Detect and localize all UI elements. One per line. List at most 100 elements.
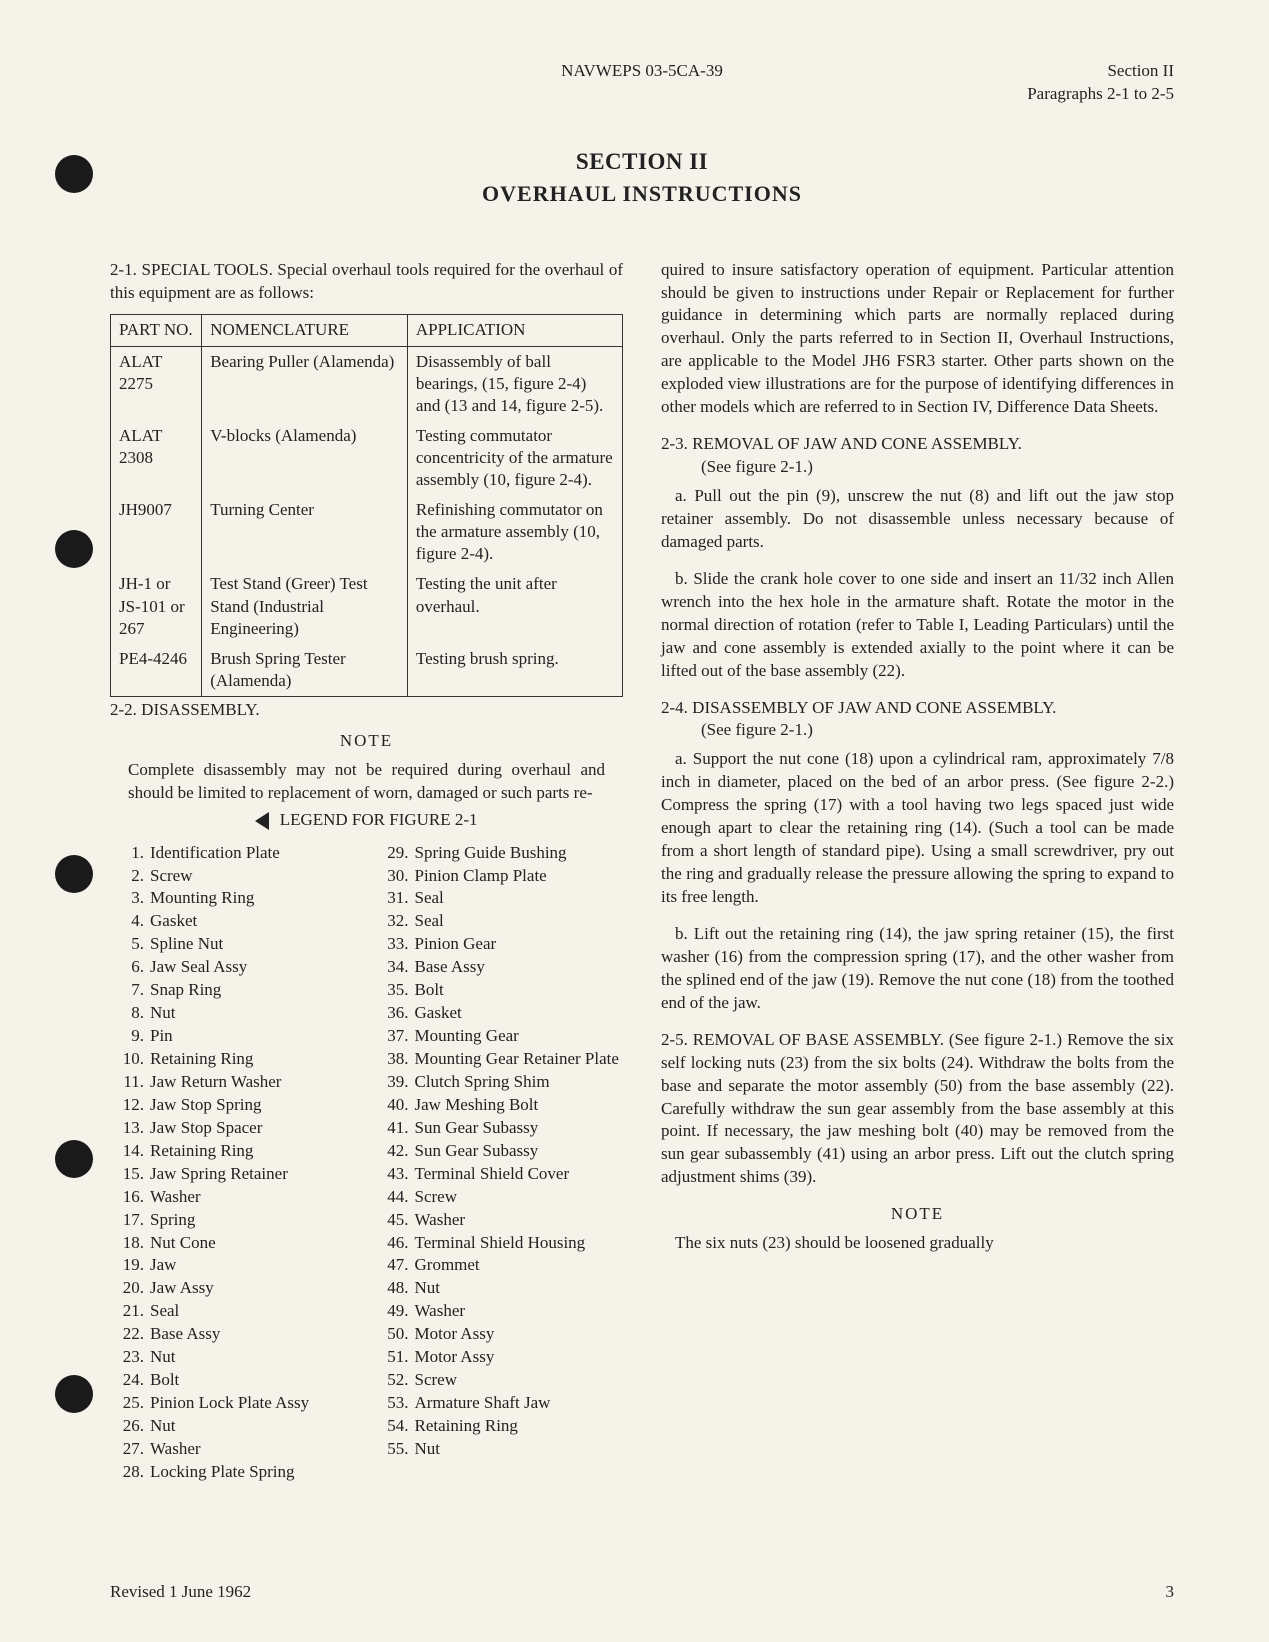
- legend-number: 51.: [375, 1346, 415, 1369]
- legend-number: 5.: [110, 933, 150, 956]
- legend-item: 31.Seal: [375, 887, 624, 910]
- legend-item: 11.Jaw Return Washer: [110, 1071, 359, 1094]
- legend: 1.Identification Plate2.Screw3.Mounting …: [110, 842, 623, 1484]
- table-cell: Testing the unit after overhaul.: [407, 569, 622, 643]
- step-2-4-b: b. Lift out the retaining ring (14), the…: [661, 923, 1174, 1015]
- legend-number: 10.: [110, 1048, 150, 1071]
- table-cell: V-blocks (Alamenda): [202, 421, 408, 495]
- legend-item: 36.Gasket: [375, 1002, 624, 1025]
- section-name: OVERHAUL INSTRUCTIONS: [110, 179, 1174, 209]
- legend-item: 10.Retaining Ring: [110, 1048, 359, 1071]
- legend-number: 9.: [110, 1025, 150, 1048]
- legend-item: 22.Base Assy: [110, 1323, 359, 1346]
- legend-number: 48.: [375, 1277, 415, 1300]
- legend-text: Jaw Assy: [150, 1277, 359, 1300]
- body-columns: 2-1. SPECIAL TOOLS. Special overhaul too…: [110, 259, 1174, 1484]
- legend-item: 35.Bolt: [375, 979, 624, 1002]
- legend-number: 46.: [375, 1232, 415, 1255]
- legend-text: Armature Shaft Jaw: [415, 1392, 624, 1415]
- legend-text: Jaw Seal Assy: [150, 956, 359, 979]
- legend-number: 44.: [375, 1186, 415, 1209]
- legend-number: 6.: [110, 956, 150, 979]
- legend-text: Retaining Ring: [415, 1415, 624, 1438]
- legend-text: Jaw: [150, 1254, 359, 1277]
- legend-item: 16.Washer: [110, 1186, 359, 1209]
- legend-item: 52.Screw: [375, 1369, 624, 1392]
- legend-number: 19.: [110, 1254, 150, 1277]
- legend-number: 8.: [110, 1002, 150, 1025]
- legend-number: 53.: [375, 1392, 415, 1415]
- legend-text: Base Assy: [150, 1323, 359, 1346]
- legend-item: 8.Nut: [110, 1002, 359, 1025]
- legend-text: Motor Assy: [415, 1323, 624, 1346]
- table-cell: Refinishing commutator on the armature a…: [407, 495, 622, 569]
- legend-text: Bolt: [415, 979, 624, 1002]
- legend-text: Mounting Gear Retainer Plate: [415, 1048, 624, 1071]
- para-continuation: quired to insure satisfactory operation …: [661, 259, 1174, 420]
- legend-item: 7.Snap Ring: [110, 979, 359, 1002]
- punch-hole: [55, 530, 93, 568]
- legend-number: 17.: [110, 1209, 150, 1232]
- legend-text: Jaw Stop Spacer: [150, 1117, 359, 1140]
- legend-number: 12.: [110, 1094, 150, 1117]
- legend-item: 46.Terminal Shield Housing: [375, 1232, 624, 1255]
- table-header: NOMENCLATURE: [202, 315, 408, 346]
- revised-date: Revised 1 June 1962: [110, 1581, 251, 1604]
- legend-item: 34.Base Assy: [375, 956, 624, 979]
- legend-number: 33.: [375, 933, 415, 956]
- table-cell: Turning Center: [202, 495, 408, 569]
- legend-item: 54.Retaining Ring: [375, 1415, 624, 1438]
- legend-text: Screw: [150, 865, 359, 888]
- legend-text: Washer: [415, 1209, 624, 1232]
- legend-item: 20.Jaw Assy: [110, 1277, 359, 1300]
- punch-hole: [55, 155, 93, 193]
- legend-text: Base Assy: [415, 956, 624, 979]
- legend-number: 42.: [375, 1140, 415, 1163]
- legend-title-text: LEGEND FOR FIGURE 2-1: [280, 810, 478, 829]
- legend-text: Nut: [415, 1438, 624, 1461]
- legend-number: 4.: [110, 910, 150, 933]
- section-number: SECTION II: [110, 146, 1174, 177]
- legend-number: 14.: [110, 1140, 150, 1163]
- legend-number: 27.: [110, 1438, 150, 1461]
- legend-number: 47.: [375, 1254, 415, 1277]
- legend-text: Washer: [415, 1300, 624, 1323]
- table-header: PART NO.: [111, 315, 202, 346]
- legend-text: Washer: [150, 1438, 359, 1461]
- legend-text: Spring: [150, 1209, 359, 1232]
- legend-number: 34.: [375, 956, 415, 979]
- legend-number: 55.: [375, 1438, 415, 1461]
- legend-number: 20.: [110, 1277, 150, 1300]
- legend-text: Retaining Ring: [150, 1140, 359, 1163]
- legend-text: Nut: [150, 1346, 359, 1369]
- legend-item: 43.Terminal Shield Cover: [375, 1163, 624, 1186]
- legend-item: 41.Sun Gear Subassy: [375, 1117, 624, 1140]
- legend-text: Mounting Gear: [415, 1025, 624, 1048]
- table-cell: Brush Spring Tester (Alamenda): [202, 644, 408, 697]
- legend-text: Nut: [415, 1277, 624, 1300]
- para-2-2-head: 2-2. DISASSEMBLY.: [110, 699, 623, 722]
- legend-text: Grommet: [415, 1254, 624, 1277]
- legend-item: 4.Gasket: [110, 910, 359, 933]
- legend-text: Jaw Spring Retainer: [150, 1163, 359, 1186]
- legend-text: Seal: [415, 910, 624, 933]
- table-cell: Test Stand (Greer) Test Stand (Industria…: [202, 569, 408, 643]
- legend-title: LEGEND FOR FIGURE 2-1: [110, 809, 623, 832]
- legend-number: 18.: [110, 1232, 150, 1255]
- table-row: JH9007Turning CenterRefinishing commutat…: [111, 495, 623, 569]
- legend-item: 38.Mounting Gear Retainer Plate: [375, 1048, 624, 1071]
- legend-text: Gasket: [150, 910, 359, 933]
- legend-item: 27.Washer: [110, 1438, 359, 1461]
- legend-text: Nut: [150, 1002, 359, 1025]
- legend-text: Spring Guide Bushing: [415, 842, 624, 865]
- legend-number: 3.: [110, 887, 150, 910]
- legend-item: 42.Sun Gear Subassy: [375, 1140, 624, 1163]
- legend-number: 29.: [375, 842, 415, 865]
- legend-number: 31.: [375, 887, 415, 910]
- table-cell: JH9007: [111, 495, 202, 569]
- table-cell: Testing commutator concentricity of the …: [407, 421, 622, 495]
- legend-item: 9.Pin: [110, 1025, 359, 1048]
- legend-number: 43.: [375, 1163, 415, 1186]
- legend-number: 45.: [375, 1209, 415, 1232]
- table-row: PE4-4246Brush Spring Tester (Alamenda)Te…: [111, 644, 623, 697]
